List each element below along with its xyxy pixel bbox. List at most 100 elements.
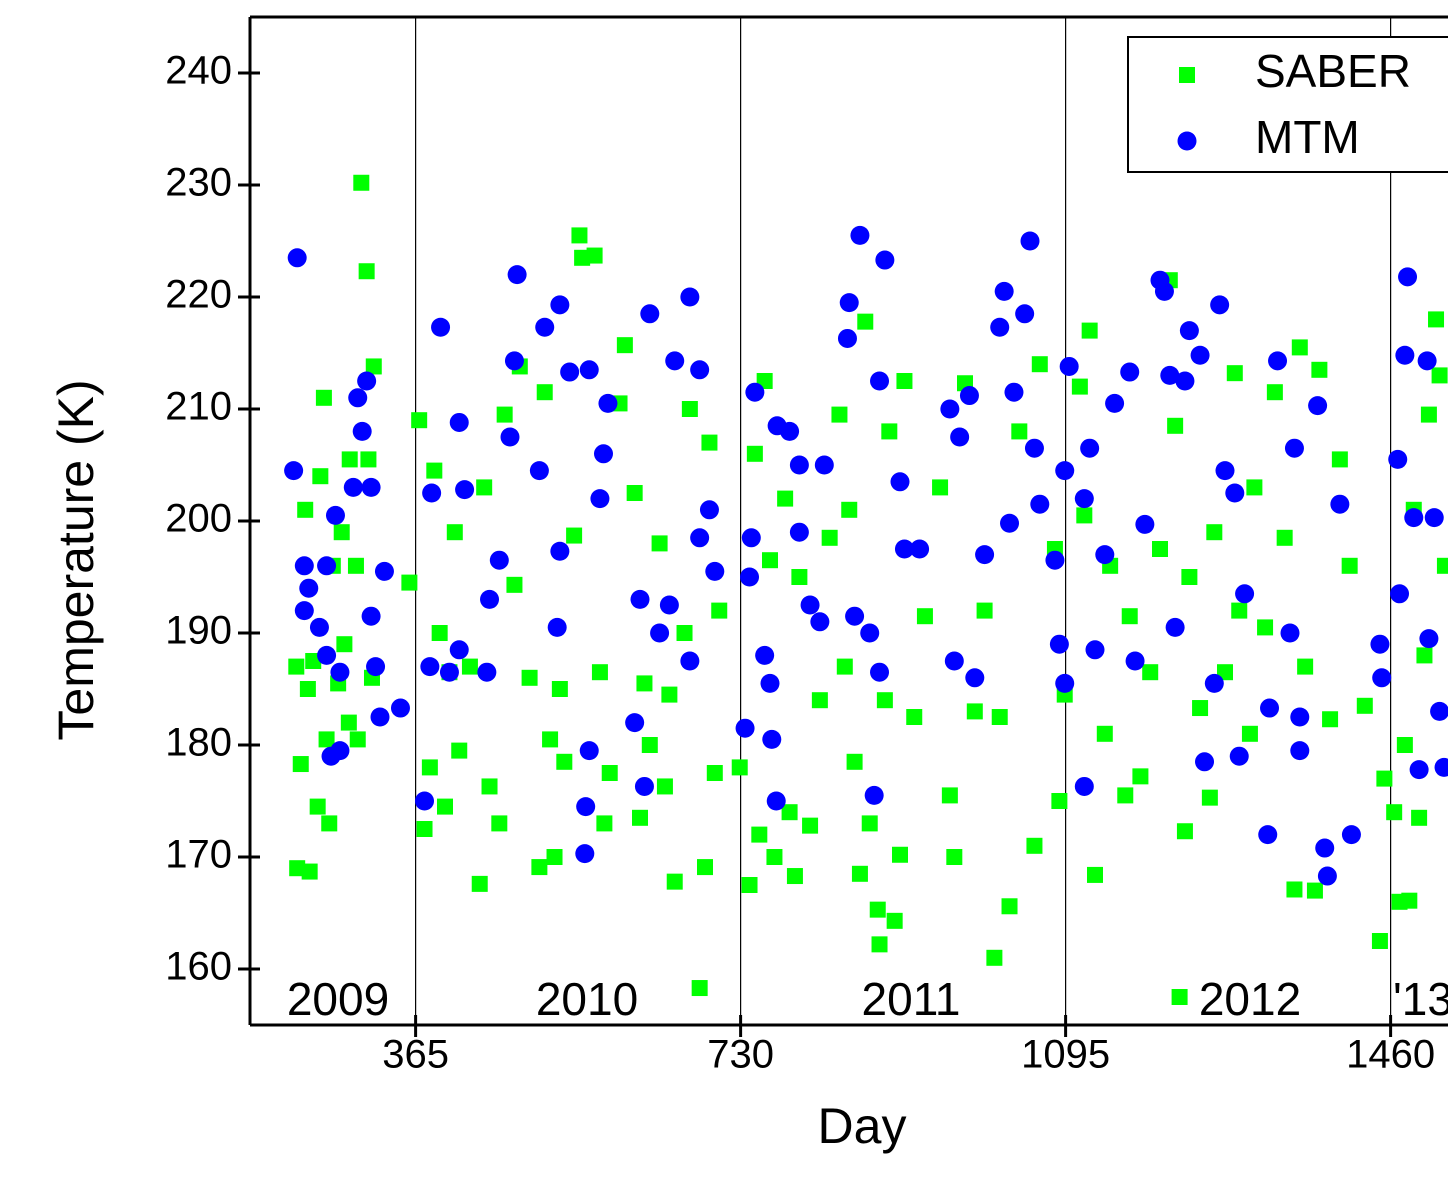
saber-point	[691, 980, 708, 997]
mtm-point	[431, 317, 451, 337]
mtm-point	[1280, 623, 1300, 643]
saber-point	[1117, 787, 1134, 804]
mtm-point	[1055, 461, 1075, 481]
saber-point	[1001, 898, 1018, 915]
saber-point	[471, 875, 488, 892]
mtm-point	[1417, 351, 1437, 371]
mtm-point	[944, 651, 964, 671]
mtm-point	[1049, 634, 1069, 654]
saber-point	[1420, 406, 1437, 423]
saber-point	[881, 423, 898, 440]
points	[284, 174, 1448, 1005]
saber-point	[831, 406, 848, 423]
mtm-point	[1258, 825, 1278, 845]
saber-point	[636, 675, 653, 692]
saber-point	[1386, 804, 1403, 821]
mtm-point	[1370, 634, 1390, 654]
saber-point	[681, 401, 698, 417]
saber-point	[871, 936, 888, 953]
saber-point	[1026, 837, 1043, 854]
mtm-point	[890, 472, 910, 492]
saber-point	[481, 778, 498, 795]
saber-point	[426, 462, 443, 479]
saber-point	[506, 576, 523, 593]
mtm-point	[1215, 461, 1235, 481]
saber-point	[437, 798, 453, 815]
mtm-point	[489, 550, 509, 570]
saber-point	[365, 358, 382, 375]
mtm-point	[1085, 640, 1105, 660]
saber-point	[1356, 697, 1373, 714]
saber-point	[892, 846, 908, 863]
saber-point	[556, 753, 573, 770]
saber-point	[315, 389, 332, 406]
y-tick-label: 170	[165, 833, 232, 877]
saber-point	[1176, 823, 1193, 840]
mtm-point	[343, 477, 363, 497]
mtm-point	[1268, 351, 1288, 371]
saber-point	[661, 686, 678, 703]
x-tick-label: 1095	[1021, 1033, 1110, 1077]
x-tick-label: 1460	[1346, 1033, 1435, 1077]
saber-point	[1011, 423, 1028, 440]
saber-point	[353, 174, 370, 191]
y-tick-label: 180	[165, 721, 232, 765]
mtm-point	[940, 399, 960, 419]
mtm-point	[680, 287, 700, 307]
mtm-point	[579, 741, 599, 761]
saber-point	[821, 529, 838, 546]
saber-point	[411, 412, 428, 429]
mtm-point	[975, 545, 995, 565]
saber-point	[906, 709, 923, 725]
mtm-point	[579, 360, 599, 380]
saber-point	[1152, 541, 1168, 557]
mtm-point	[598, 393, 618, 413]
mtm-point	[352, 421, 372, 441]
mtm-point	[1204, 673, 1224, 693]
mtm-point	[420, 657, 440, 677]
mtm-point	[1024, 438, 1044, 458]
saber-point	[1376, 770, 1393, 787]
mtm-point	[680, 651, 700, 671]
mtm-point	[1409, 760, 1429, 780]
mtm-point	[1388, 449, 1408, 469]
y-tick-label: 240	[165, 49, 232, 93]
mtm-point	[875, 250, 895, 270]
mtm-point	[449, 640, 469, 660]
mtm-point	[1424, 508, 1444, 528]
mtm-point	[1045, 550, 1065, 570]
saber-point	[1132, 768, 1149, 785]
saber-point	[531, 859, 548, 876]
mtm-point	[390, 698, 410, 718]
saber-point	[1266, 384, 1283, 401]
saber-point	[632, 809, 648, 826]
saber-point	[1396, 737, 1413, 753]
mtm-point	[1000, 513, 1020, 533]
mtm-point	[361, 606, 381, 626]
saber-point	[591, 664, 608, 681]
mtm-point	[1135, 514, 1155, 534]
mtm-point	[550, 295, 570, 315]
mtm-point	[762, 729, 782, 749]
mtm-point	[500, 427, 520, 447]
saber-point	[358, 263, 375, 280]
saber-point	[1231, 602, 1248, 619]
mtm-point	[1315, 838, 1335, 858]
mtm-point	[766, 791, 786, 811]
saber-point	[861, 815, 878, 832]
saber-point	[1401, 892, 1418, 909]
saber-point	[946, 849, 963, 865]
mtm-point	[330, 741, 350, 761]
y-tick-label: 210	[165, 385, 232, 429]
mtm-point	[575, 844, 595, 864]
mtm-point	[1059, 356, 1079, 376]
saber-point	[1241, 725, 1258, 742]
saber-point	[811, 692, 828, 709]
mtm-point	[287, 248, 307, 268]
mtm-point	[870, 662, 890, 682]
mtm-point	[361, 477, 381, 497]
mtm-point	[1290, 741, 1310, 761]
mtm-point	[547, 617, 567, 637]
mtm-point	[1419, 629, 1439, 649]
saber-point	[841, 501, 858, 518]
